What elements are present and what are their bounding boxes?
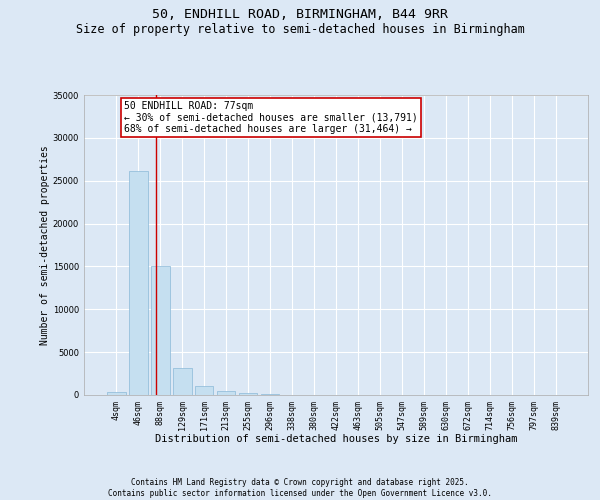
- Bar: [129, 172, 148, 395]
- Bar: [239, 394, 257, 395]
- Bar: [217, 390, 235, 395]
- Text: Size of property relative to semi-detached houses in Birmingham: Size of property relative to semi-detach…: [76, 22, 524, 36]
- X-axis label: Distribution of semi-detached houses by size in Birmingham: Distribution of semi-detached houses by …: [155, 434, 517, 444]
- Bar: [195, 386, 214, 395]
- Text: 50 ENDHILL ROAD: 77sqm
← 30% of semi-detached houses are smaller (13,791)
68% of: 50 ENDHILL ROAD: 77sqm ← 30% of semi-det…: [124, 101, 418, 134]
- Text: 50, ENDHILL ROAD, BIRMINGHAM, B44 9RR: 50, ENDHILL ROAD, BIRMINGHAM, B44 9RR: [152, 8, 448, 20]
- Text: Contains HM Land Registry data © Crown copyright and database right 2025.
Contai: Contains HM Land Registry data © Crown c…: [108, 478, 492, 498]
- Bar: [173, 368, 191, 395]
- Bar: [107, 392, 125, 395]
- Bar: [151, 266, 170, 395]
- Y-axis label: Number of semi-detached properties: Number of semi-detached properties: [40, 145, 50, 345]
- Bar: [261, 394, 280, 395]
